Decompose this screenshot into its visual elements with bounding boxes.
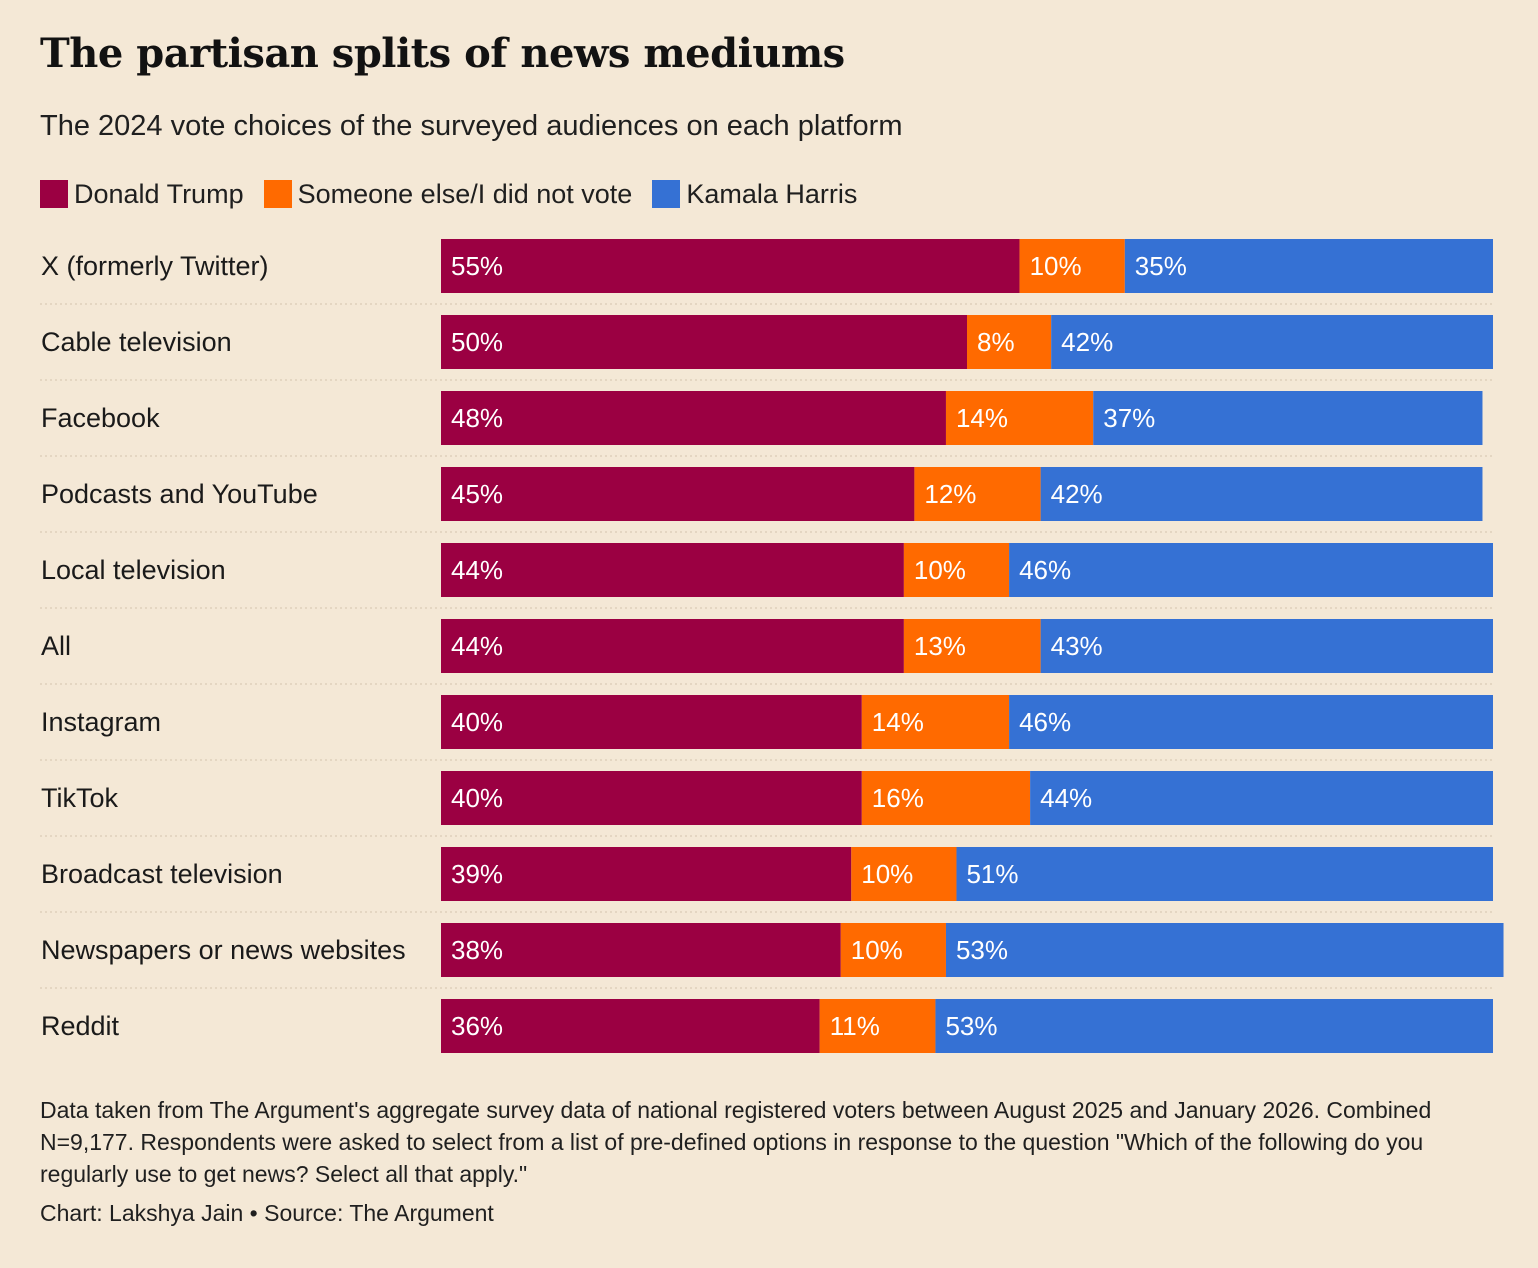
bar-harris-broadcast-television (956, 847, 1493, 901)
data-label-trump-x-formerly-twitter: 55% (451, 251, 503, 281)
data-label-trump-all: 44% (451, 631, 503, 661)
bar-trump-newspapers-or-news-websites (441, 923, 841, 977)
data-label-harris-tiktok: 44% (1040, 783, 1092, 813)
bar-trump-all (441, 619, 904, 673)
stacked-bar-chart: X (formerly Twitter) 55% 10% 35% Cable telev… (40, 239, 1504, 1053)
data-label-harris-podcasts-and-youtube: 42% (1051, 479, 1103, 509)
bar-trump-podcasts-and-youtube (441, 467, 915, 521)
data-label-harris-x-formerly-twitter: 35% (1135, 251, 1187, 281)
bar-other-tiktok (861, 771, 1031, 825)
bar-trump-tiktok (441, 771, 862, 825)
legend-label-harris: Kamala Harris (686, 178, 858, 209)
bar-trump-cable-television (441, 315, 967, 369)
data-label-other-podcasts-and-youtube: 12% (924, 479, 976, 509)
row-label-facebook: Facebook (41, 403, 160, 433)
bar-harris-instagram (1009, 695, 1493, 749)
legend-label-other: Someone else/I did not vote (297, 178, 633, 209)
legend-item-other: Someone else/I did not vote (263, 178, 633, 210)
data-label-harris-reddit: 53% (945, 1011, 997, 1041)
legend-swatch-other (263, 180, 292, 208)
chart-subtitle: The 2024 vote choices of the surveyed au… (40, 110, 903, 142)
data-label-trump-newspapers-or-news-websites: 38% (451, 935, 503, 965)
data-label-harris-cable-television: 42% (1061, 327, 1113, 357)
legend-swatch-harris (652, 180, 681, 208)
data-label-other-newspapers-or-news-websites: 10% (851, 935, 903, 965)
data-label-other-x-formerly-twitter: 10% (1030, 251, 1082, 281)
data-label-harris-instagram: 46% (1019, 707, 1071, 737)
row-label-reddit: Reddit (41, 1011, 120, 1041)
bar-other-newspapers-or-news-websites (840, 923, 946, 977)
data-label-other-local-television: 10% (914, 555, 966, 585)
bar-harris-facebook (1093, 391, 1483, 445)
data-label-trump-cable-television: 50% (451, 327, 503, 357)
row-label-instagram: Instagram (41, 707, 161, 737)
row-label-cable-television: Cable television (41, 327, 232, 357)
row-label-all: All (41, 631, 71, 661)
data-label-other-all: 13% (914, 631, 966, 661)
data-label-harris-newspapers-or-news-websites: 53% (956, 935, 1008, 965)
legend-item-harris: Kamala Harris (652, 179, 857, 210)
data-label-other-instagram: 14% (872, 707, 924, 737)
row-label-tiktok: TikTok (41, 783, 119, 813)
chart-title: The partisan splits of news mediums (40, 30, 845, 77)
bar-harris-podcasts-and-youtube (1040, 467, 1483, 521)
row-label-newspapers-or-news-websites: Newspapers or news websites (41, 935, 406, 965)
bar-trump-reddit (441, 999, 820, 1053)
bar-other-cable-television (967, 315, 1052, 369)
bar-other-reddit (819, 999, 936, 1053)
row-label-local-television: Local television (41, 555, 226, 585)
legend: Donald Trump Someone else/I did not vote… (40, 176, 877, 212)
data-label-trump-broadcast-television: 39% (451, 859, 503, 889)
data-label-trump-tiktok: 40% (451, 783, 503, 813)
data-label-other-tiktok: 16% (872, 783, 924, 813)
bar-harris-x-formerly-twitter (1124, 239, 1493, 293)
bar-harris-reddit (935, 999, 1493, 1053)
legend-item-trump: Donald Trump (40, 179, 244, 210)
footnote: Data taken from The Argument's aggregate… (40, 1097, 1432, 1187)
row-label-broadcast-television: Broadcast television (41, 859, 283, 889)
row-label-x-formerly-twitter: X (formerly Twitter) (41, 251, 269, 281)
row-label-podcasts-and-youtube: Podcasts and YouTube (41, 479, 318, 509)
bar-harris-tiktok (1030, 771, 1493, 825)
bar-other-facebook (945, 391, 1094, 445)
bar-other-all (903, 619, 1041, 673)
data-label-other-reddit: 11% (830, 1011, 880, 1041)
data-label-other-cable-television: 8% (977, 327, 1015, 357)
bar-trump-instagram (441, 695, 862, 749)
bar-harris-all (1040, 619, 1493, 673)
legend-label-trump: Donald Trump (74, 178, 244, 209)
bar-trump-x-formerly-twitter (441, 239, 1020, 293)
data-label-trump-reddit: 36% (451, 1011, 503, 1041)
legend-swatch-trump (40, 180, 68, 208)
bar-trump-facebook (441, 391, 946, 445)
bar-other-broadcast-television (851, 847, 957, 901)
bar-harris-local-television (1009, 543, 1493, 597)
bar-other-podcasts-and-youtube (914, 467, 1041, 521)
bar-trump-broadcast-television (441, 847, 852, 901)
credit-line: Chart: Lakshya Jain • Source: The Argume… (40, 1200, 494, 1226)
data-label-harris-local-television: 46% (1019, 555, 1071, 585)
bar-other-local-television (903, 543, 1010, 597)
bar-trump-local-television (441, 543, 904, 597)
bar-other-x-formerly-twitter (1019, 239, 1125, 293)
bar-other-instagram (861, 695, 1010, 749)
data-label-trump-podcasts-and-youtube: 45% (451, 479, 503, 509)
data-label-trump-facebook: 48% (451, 403, 503, 433)
data-label-other-facebook: 14% (956, 403, 1008, 433)
data-label-trump-instagram: 40% (451, 707, 503, 737)
data-label-harris-all: 43% (1051, 631, 1103, 661)
data-label-harris-facebook: 37% (1103, 403, 1155, 433)
data-label-other-broadcast-television: 10% (861, 859, 913, 889)
data-label-trump-local-television: 44% (451, 555, 503, 585)
bar-harris-cable-television (1051, 315, 1493, 369)
bar-harris-newspapers-or-news-websites (945, 923, 1504, 977)
data-label-harris-broadcast-television: 51% (966, 859, 1018, 889)
